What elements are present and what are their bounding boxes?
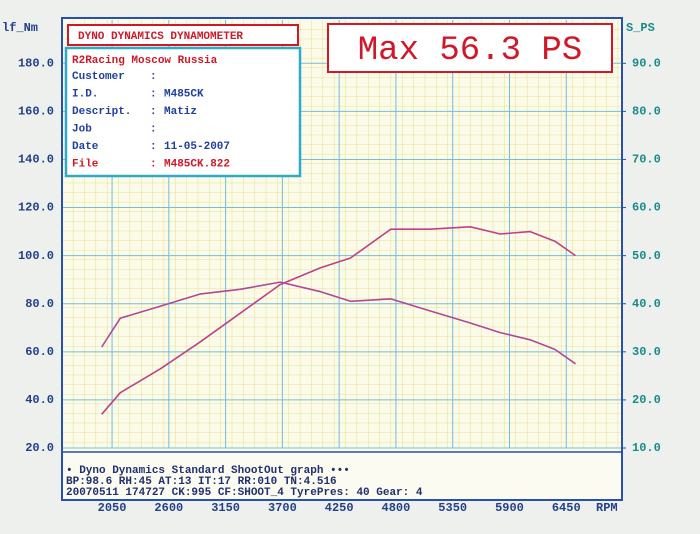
footer-line: • Dyno Dynamics Standard ShootOut graph … — [66, 465, 350, 477]
y-tick-label: 100.0 — [18, 249, 54, 263]
info-value: Matiz — [164, 106, 197, 118]
y2-tick-label: 60.0 — [632, 201, 661, 215]
info-value: M485CK.822 — [164, 158, 230, 170]
y2-tick-label: 10.0 — [632, 441, 661, 455]
y2-tick-label: 80.0 — [632, 105, 661, 119]
info-value: M485CK — [164, 88, 204, 100]
x-tick-label: 2050 — [98, 501, 127, 515]
info-label: Customer — [72, 71, 125, 83]
y2-tick-label: 90.0 — [632, 56, 661, 70]
frame — [61, 17, 623, 501]
info-colon: : — [150, 141, 157, 153]
y2-tick-label: 30.0 — [632, 345, 661, 359]
footer-line: 20070511 174727 CK:995 CF:SHOOT_4 TyrePr… — [66, 487, 423, 499]
header-box — [67, 24, 299, 46]
curve — [101, 226, 576, 415]
y-tick-label: 120.0 — [18, 201, 54, 215]
y-tick-label: 160.0 — [18, 105, 54, 119]
y-tick-label: 20.0 — [25, 441, 54, 455]
y-tick-label: 40.0 — [25, 393, 54, 407]
info-label: Date — [72, 141, 99, 153]
curve — [101, 281, 576, 365]
info-colon: : — [150, 88, 157, 100]
info-label: File — [72, 158, 99, 170]
x-tick-label: 5350 — [438, 501, 467, 515]
info-colon: : — [150, 123, 157, 135]
y2-axis-label: S_PS — [626, 21, 655, 35]
footer-panel — [62, 452, 622, 500]
info-box — [64, 46, 302, 178]
header-title: DYNO DYNAMICS DYNAMOMETER — [78, 31, 243, 43]
x-tick-label: 3150 — [211, 501, 240, 515]
info-label: Descript. — [72, 106, 131, 118]
y-tick-label: 80.0 — [25, 297, 54, 311]
x-tick-label: 2600 — [154, 501, 183, 515]
info-label: I.D. — [72, 88, 98, 100]
info-colon: : — [150, 71, 157, 83]
y-axis-label: lf_Nm — [2, 21, 38, 35]
y2-tick-label: 50.0 — [632, 249, 661, 263]
y2-tick-label: 20.0 — [632, 393, 661, 407]
max-box — [327, 23, 613, 73]
y-tick-label: 180.0 — [18, 56, 54, 70]
y2-tick-label: 40.0 — [632, 297, 661, 311]
x-tick-label: 4800 — [382, 501, 411, 515]
x-tick-label: 5900 — [495, 501, 524, 515]
info-colon: : — [150, 158, 157, 170]
y-tick-label: 60.0 — [25, 345, 54, 359]
y2-tick-label: 70.0 — [632, 153, 661, 167]
info-colon: : — [150, 106, 157, 118]
max-power: Max 56.3 PS — [358, 32, 582, 70]
x-tick-label: 3700 — [268, 501, 297, 515]
y-tick-label: 140.0 — [18, 153, 54, 167]
x-tick-label: 4250 — [325, 501, 354, 515]
x-axis-label: RPM — [596, 501, 618, 515]
info-value: 11-05-2007 — [164, 141, 230, 153]
info-label: Job — [72, 123, 92, 135]
company: R2Racing Moscow Russia — [72, 55, 218, 67]
x-tick-label: 6450 — [552, 501, 581, 515]
footer-line: BP:98.6 RH:45 AT:13 IT:17 RR:010 TN:4.51… — [66, 476, 337, 488]
